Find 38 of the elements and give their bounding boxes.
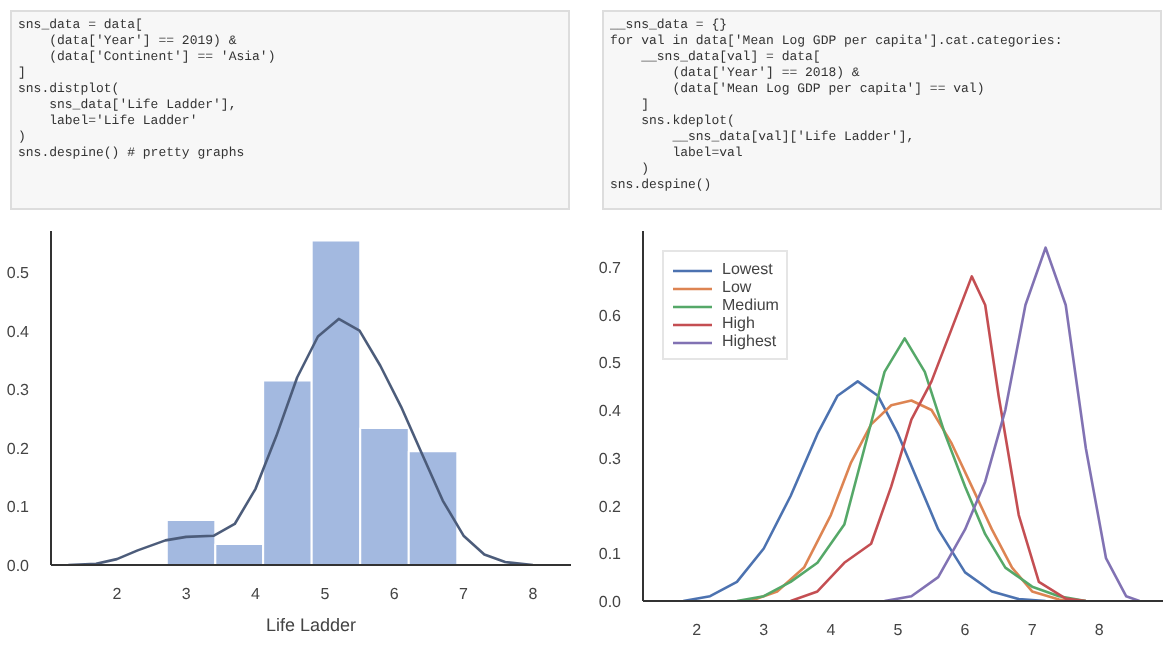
x-tick-label: 6	[960, 621, 971, 639]
legend-label: Lowest	[722, 260, 773, 278]
y-tick-label: 0.3	[6, 381, 31, 400]
line-series	[681, 380, 1047, 601]
y-tick-label: 0.0	[6, 557, 31, 575]
y-tick-label: 0.1	[6, 498, 31, 517]
y-tick-label: 0.0	[598, 593, 623, 611]
x-tick-label: 3	[181, 585, 192, 603]
legend-label: Low	[722, 278, 754, 296]
line-series	[67, 317, 535, 565]
x-tick-label: 7	[459, 585, 470, 603]
x-tick-label: 2	[692, 621, 703, 639]
y-tick-label: 0.3	[598, 449, 623, 468]
x-tick-label: 2	[112, 585, 123, 603]
x-tick-label: 3	[759, 621, 770, 639]
y-tick-label: 0.5	[598, 354, 623, 373]
y-tick-label: 0.6	[598, 306, 623, 325]
y-tick-label: 0.2	[598, 497, 623, 516]
x-tick-label: 4	[251, 585, 262, 603]
legend-label: High	[722, 314, 757, 332]
y-tick-label: 0.4	[598, 402, 623, 421]
x-axis-title: Life Ladder	[265, 615, 357, 635]
y-tick-label: 0.2	[6, 439, 31, 458]
x-tick-label: 8	[528, 585, 539, 603]
y-tick-label: 0.7	[598, 258, 623, 277]
legend-label: Medium	[722, 296, 779, 314]
y-tick-label: 0.5	[6, 264, 31, 283]
line-series	[789, 275, 1088, 601]
x-tick-label: 6	[389, 585, 400, 603]
legend-label: Highest	[722, 332, 777, 350]
y-tick-label: 0.4	[6, 322, 31, 341]
x-tick-label: 4	[826, 621, 837, 639]
x-tick-label: 5	[893, 621, 904, 639]
x-tick-label: 7	[1027, 621, 1038, 639]
y-tick-label: 0.1	[598, 545, 623, 564]
x-tick-label: 8	[1094, 621, 1105, 639]
x-tick-label: 5	[320, 585, 331, 603]
line-series	[883, 246, 1141, 601]
